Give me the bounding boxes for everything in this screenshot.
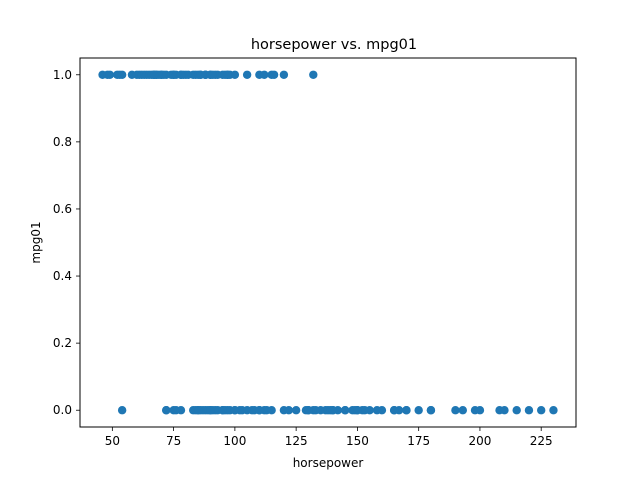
data-point [284,406,293,415]
data-point [242,70,252,79]
data-point [549,406,558,415]
data-point [402,406,411,415]
data-point [426,406,436,415]
data-point [340,406,350,415]
data-point [193,406,203,415]
data-point [279,70,289,79]
data-point [105,70,115,79]
x-tick-label: 125 [285,434,308,448]
data-point [451,406,460,415]
data-point [524,406,534,415]
data-point [269,70,279,79]
y-tick-label: 0.6 [53,202,72,216]
data-point [365,406,374,415]
data-point [117,70,127,79]
y-tick-label: 0.4 [53,269,72,283]
x-tick-label: 75 [166,434,181,448]
y-tick-label: 1.0 [53,68,72,82]
x-tick-label: 150 [346,434,369,448]
data-point [223,70,232,79]
y-tick-label: 0.0 [53,403,72,417]
data-point [475,406,485,415]
data-point [537,406,546,415]
chart-title: horsepower vs. mpg01 [251,37,417,53]
data-point [353,406,362,415]
data-point [230,406,240,415]
data-point [458,406,467,415]
data-point [218,406,227,415]
data-point [328,406,338,415]
y-axis-label: mpg01 [29,221,43,263]
data-point [149,70,159,79]
plot-frame [79,57,577,428]
data-point [260,70,269,79]
data-point [117,406,127,415]
data-point [512,406,521,415]
data-point [206,406,215,415]
data-point [176,406,186,415]
data-point [377,406,387,415]
y-tick-label: 0.2 [53,336,72,350]
x-tick-label: 225 [530,434,553,448]
data-point [389,406,399,415]
data-point [208,70,218,79]
data-point [255,406,264,415]
data-point [267,406,276,415]
data-point [230,70,240,79]
x-tick-label: 200 [468,434,491,448]
data-point [162,406,171,415]
y-axis-ticks: 0.0 0.2 0.4 0.6 0.8 1.0 [53,68,80,417]
data-points [98,70,558,415]
data-point [304,406,313,415]
data-point [414,406,423,415]
data-point [500,406,509,415]
data-point [291,406,301,415]
x-tick-label: 50 [105,434,120,448]
x-tick-label: 100 [223,434,246,448]
x-tick-label: 175 [407,434,430,448]
x-axis-label: horsepower [293,456,364,470]
data-point [176,70,186,79]
data-point [309,70,318,79]
y-tick-label: 0.8 [53,135,72,149]
x-axis-ticks: 50 75 100 125 150 175 200 225 [105,427,553,448]
